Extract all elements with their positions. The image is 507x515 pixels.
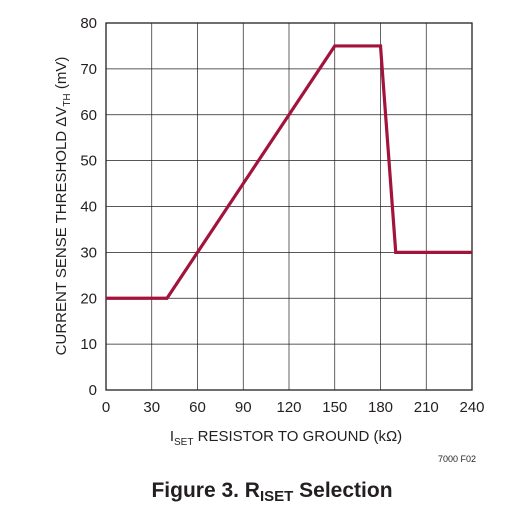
y-tick-label: 60 (80, 107, 97, 124)
grid-lines (105, 22, 473, 391)
y-tick-label: 20 (80, 290, 97, 307)
x-tick-label: 150 (322, 399, 347, 416)
x-tick-label: 210 (414, 399, 439, 416)
figure-caption: Figure 3. RISET Selection (151, 479, 392, 505)
y-axis-label: CURRENT SENSE THRESHOLD ΔVTH (mV) (53, 57, 73, 356)
y-tick-label: 70 (80, 61, 97, 78)
x-tick-label: 90 (235, 399, 252, 416)
y-tick-label: 0 (89, 382, 97, 399)
tick-labels: 0 30 60 90 120 150 180 210 240 0 10 20 30 40 50 60 70 80 (80, 15, 484, 416)
y-tick-label: 40 (80, 199, 97, 216)
y-tick-label: 80 (80, 15, 97, 32)
x-tick-label: 30 (143, 399, 160, 416)
y-tick-label: 10 (80, 336, 97, 353)
x-tick-label: 60 (189, 399, 206, 416)
x-tick-label: 240 (459, 399, 484, 416)
x-axis-label: ISET RESISTOR TO GROUND (kΩ) (170, 428, 402, 448)
series-line-threshold (106, 44, 472, 300)
x-tick-label: 120 (276, 399, 301, 416)
y-tick-label: 50 (80, 153, 97, 170)
y-tick-label: 30 (80, 244, 97, 261)
x-tick-label: 180 (368, 399, 393, 416)
plot-frame (105, 22, 473, 391)
figure-code: 7000 F02 (438, 454, 476, 464)
x-tick-label: 0 (102, 399, 110, 416)
